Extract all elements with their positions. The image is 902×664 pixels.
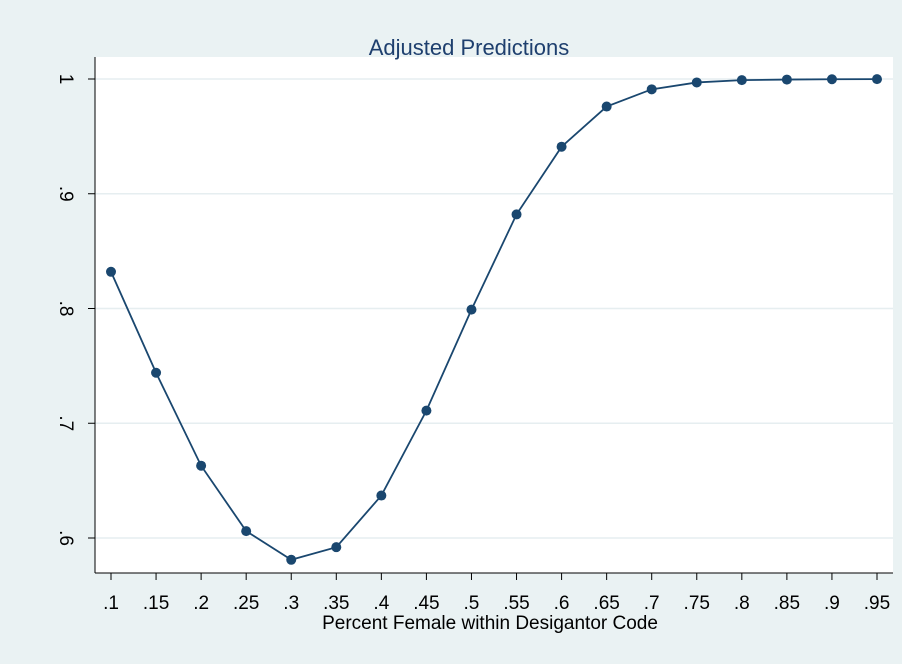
chart-title: Adjusted Predictions — [369, 35, 570, 60]
data-point — [376, 490, 387, 501]
data-point — [691, 77, 702, 88]
x-tick-label: .45 — [413, 593, 439, 614]
x-tick-label: .25 — [233, 593, 259, 614]
data-point — [736, 75, 747, 86]
x-axis-ticks: .1 .15 .2 .25 .3 .35 .4 .45 .5 .55 .6 .65 .7 .75 .8 .85… — [103, 573, 890, 614]
y-tick-label: 1 — [55, 74, 76, 85]
x-tick-label: .55 — [503, 593, 529, 614]
x-tick-label: .95 — [864, 593, 890, 614]
x-tick-label: .9 — [824, 593, 840, 614]
y-tick-label: .8 — [55, 301, 76, 317]
data-point — [286, 554, 297, 565]
x-tick-label: .35 — [323, 593, 349, 614]
y-tick-label: .9 — [55, 186, 76, 202]
data-point — [826, 74, 837, 85]
y-tick-label: .7 — [55, 415, 76, 431]
data-point — [106, 266, 116, 277]
grid-lines — [95, 78, 893, 539]
x-tick-label: .8 — [734, 593, 750, 614]
y-tick-label: .6 — [55, 530, 76, 546]
x-tick-label: .5 — [464, 593, 480, 614]
x-tick-label: .2 — [193, 593, 209, 614]
data-point — [196, 460, 207, 471]
data-point — [151, 367, 162, 378]
x-tick-label: .7 — [644, 593, 660, 614]
x-tick-label: .65 — [593, 593, 619, 614]
data-point — [781, 74, 792, 85]
series-layer — [106, 74, 882, 565]
data-point — [556, 141, 567, 152]
x-tick-label: .15 — [143, 593, 169, 614]
data-point — [872, 74, 882, 85]
x-tick-label: .3 — [283, 593, 299, 614]
data-point — [421, 405, 432, 416]
data-point — [646, 84, 657, 95]
data-point — [601, 101, 612, 112]
data-point — [466, 304, 477, 315]
plot-area — [95, 57, 893, 573]
x-tick-label: .85 — [774, 593, 800, 614]
data-point — [511, 209, 522, 220]
x-tick-label: .6 — [554, 593, 570, 614]
series-line — [110, 78, 878, 561]
x-tick-label: .75 — [684, 593, 710, 614]
data-point — [331, 542, 342, 553]
y-axis-ticks: .6 .7 .8 .9 1 — [55, 74, 95, 546]
data-point — [241, 526, 252, 537]
x-tick-label: .4 — [373, 593, 389, 614]
x-tick-label: .1 — [103, 593, 119, 614]
x-axis-label: Percent Female within Desigantor Code — [322, 613, 658, 634]
